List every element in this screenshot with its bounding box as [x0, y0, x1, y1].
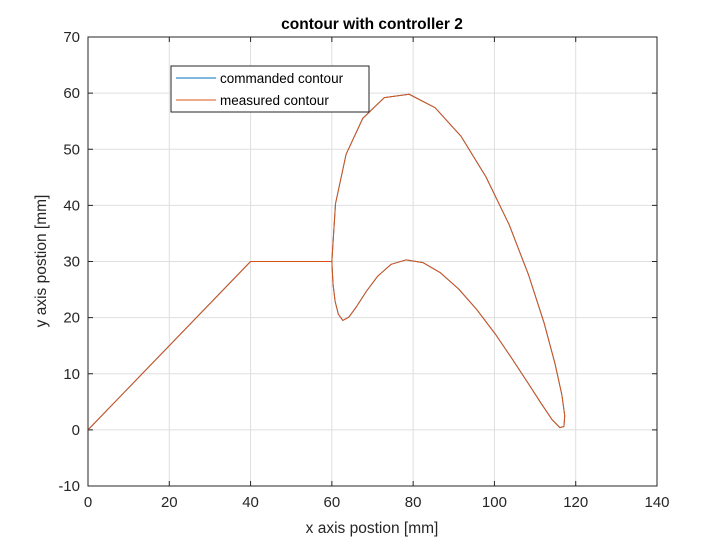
x-tick-label: 0 [84, 494, 92, 511]
legend: commanded contour measured contour [170, 65, 370, 113]
legend-label-commanded: commanded contour [220, 71, 344, 86]
axes-box [87, 36, 658, 487]
legend-label-measured: measured contour [220, 93, 329, 108]
y-tick-label: 0 [72, 422, 80, 439]
y-axis-label: y axis postion [mm] [33, 195, 50, 328]
series-group [87, 93, 566, 431]
legend-box [170, 65, 370, 113]
x-tick-label: 100 [482, 494, 507, 511]
y-tick-label: 60 [63, 85, 80, 102]
y-tick-label: 50 [63, 141, 80, 158]
x-tick-label: 40 [242, 494, 259, 511]
y-tick-label: -10 [58, 478, 80, 495]
x-axis-label: x axis postion [mm] [306, 520, 439, 537]
y-tick-label: 70 [63, 29, 80, 46]
y-tick-label: 20 [63, 310, 80, 327]
x-tick-label: 80 [405, 494, 422, 511]
chart-title: contour with controller 2 [281, 16, 463, 33]
y-tick-label: 10 [63, 366, 80, 383]
measured-contour-line [87, 93, 566, 431]
x-tick-label: 60 [324, 494, 341, 511]
x-tick-label: 120 [563, 494, 588, 511]
y-tick-label: 30 [63, 254, 80, 271]
y-tick-label: 40 [63, 197, 80, 214]
x-tick-label: 20 [161, 494, 178, 511]
x-tick-label: 140 [644, 494, 669, 511]
